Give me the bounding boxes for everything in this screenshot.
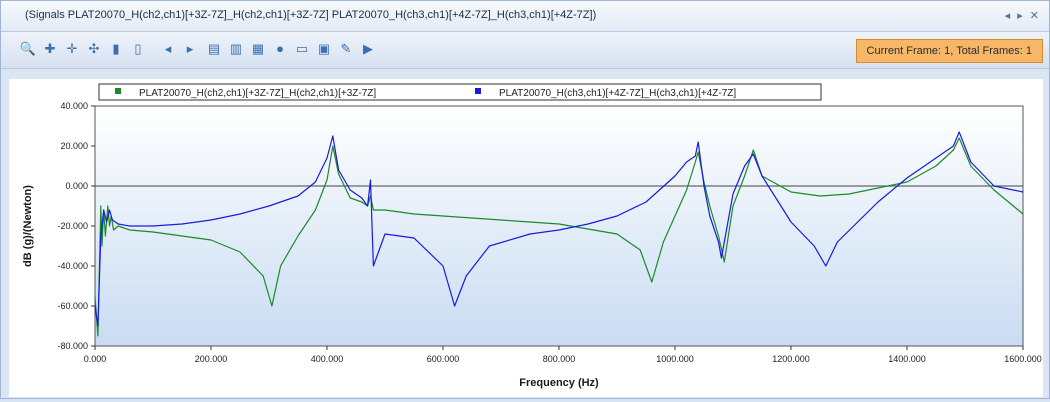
y-tick-label: -80.000 [57, 341, 88, 351]
y-tick-label: 0.000 [65, 181, 88, 191]
prev-icon[interactable]: ◂ [164, 41, 172, 56]
next-icon[interactable]: ▸ [186, 41, 194, 56]
title-bar: (Signals PLAT20070_H(ch2,ch1)[+3Z-7Z]_H(… [1, 1, 1049, 32]
pan-icon[interactable]: ✚ [44, 41, 56, 56]
paste-icon[interactable]: ▥ [229, 41, 243, 56]
bar-icon[interactable]: ▮ [112, 41, 120, 56]
y-tick-label: -60.000 [57, 301, 88, 311]
x-tick-label: 0.000 [84, 354, 107, 364]
legend-marker-series-1 [115, 88, 121, 94]
export-icon[interactable]: ▦ [251, 41, 265, 56]
y-tick-label: 20.000 [60, 141, 88, 151]
cursor-icon[interactable]: ✣ [88, 41, 100, 56]
x-tick-label: 1400.000 [888, 354, 926, 364]
legend-label-series-1: PLAT20070_H(ch2,ch1)[+3Z-7Z]_H(ch2,ch1)[… [139, 88, 376, 99]
series-line-2 [94, 131, 1024, 327]
axes: -80.000 -60.000 -40.000 -20.000 0.000 20.000 4… [57, 101, 1041, 364]
series-layer [94, 131, 1024, 337]
legend-marker-series-2 [475, 88, 481, 94]
frame-info-badge: Current Frame: 1, Total Frames: 1 [855, 39, 1043, 63]
x-tick-label: 800.000 [543, 354, 576, 364]
series-line-1 [94, 137, 1024, 337]
y-axis-label: dB (g)/(Newton) [22, 185, 34, 267]
copy-icon[interactable]: ▤ [207, 41, 221, 56]
frf-chart: PLAT20070_H(ch2,ch1)[+3Z-7Z]_H(ch2,ch1)[… [22, 83, 1042, 389]
x-axis-label: Frequency (Hz) [519, 377, 599, 389]
edit-icon[interactable]: ✎ [340, 41, 352, 56]
y-tick-label: -40.000 [57, 261, 88, 271]
x-tick-label: 1000.000 [656, 354, 694, 364]
x-tick-label: 400.000 [311, 354, 344, 364]
layout-icon[interactable]: ▣ [317, 41, 331, 56]
window-title: (Signals PLAT20070_H(ch2,ch1)[+3Z-7Z]_H(… [25, 9, 597, 21]
filter-icon[interactable]: ▯ [134, 41, 142, 56]
flag-icon[interactable]: ▶ [363, 41, 373, 56]
y-tick-label: -20.000 [57, 221, 88, 231]
window-controls[interactable]: ◂ ▸ ✕ [1004, 10, 1041, 22]
plot-area [94, 105, 1024, 347]
window-icon[interactable]: ▭ [295, 41, 309, 56]
x-tick-label: 200.000 [195, 354, 228, 364]
crosshair-icon[interactable]: ✛ [66, 41, 78, 56]
x-tick-label: 1600.000 [1004, 354, 1042, 364]
zoom-icon[interactable]: 🔍 [19, 41, 37, 56]
y-tick-label: 40.000 [60, 101, 88, 111]
x-tick-label: 600.000 [427, 354, 460, 364]
palette-icon[interactable]: ● [276, 41, 284, 56]
legend-label-series-2: PLAT20070_H(ch3,ch1)[+4Z-7Z]_H(ch3,ch1)[… [499, 88, 736, 99]
legend: PLAT20070_H(ch2,ch1)[+3Z-7Z]_H(ch2,ch1)[… [98, 83, 822, 101]
chart-area: PLAT20070_H(ch2,ch1)[+3Z-7Z]_H(ch2,ch1)[… [9, 79, 1043, 397]
x-tick-label: 1200.000 [772, 354, 810, 364]
legend-box [98, 83, 822, 101]
